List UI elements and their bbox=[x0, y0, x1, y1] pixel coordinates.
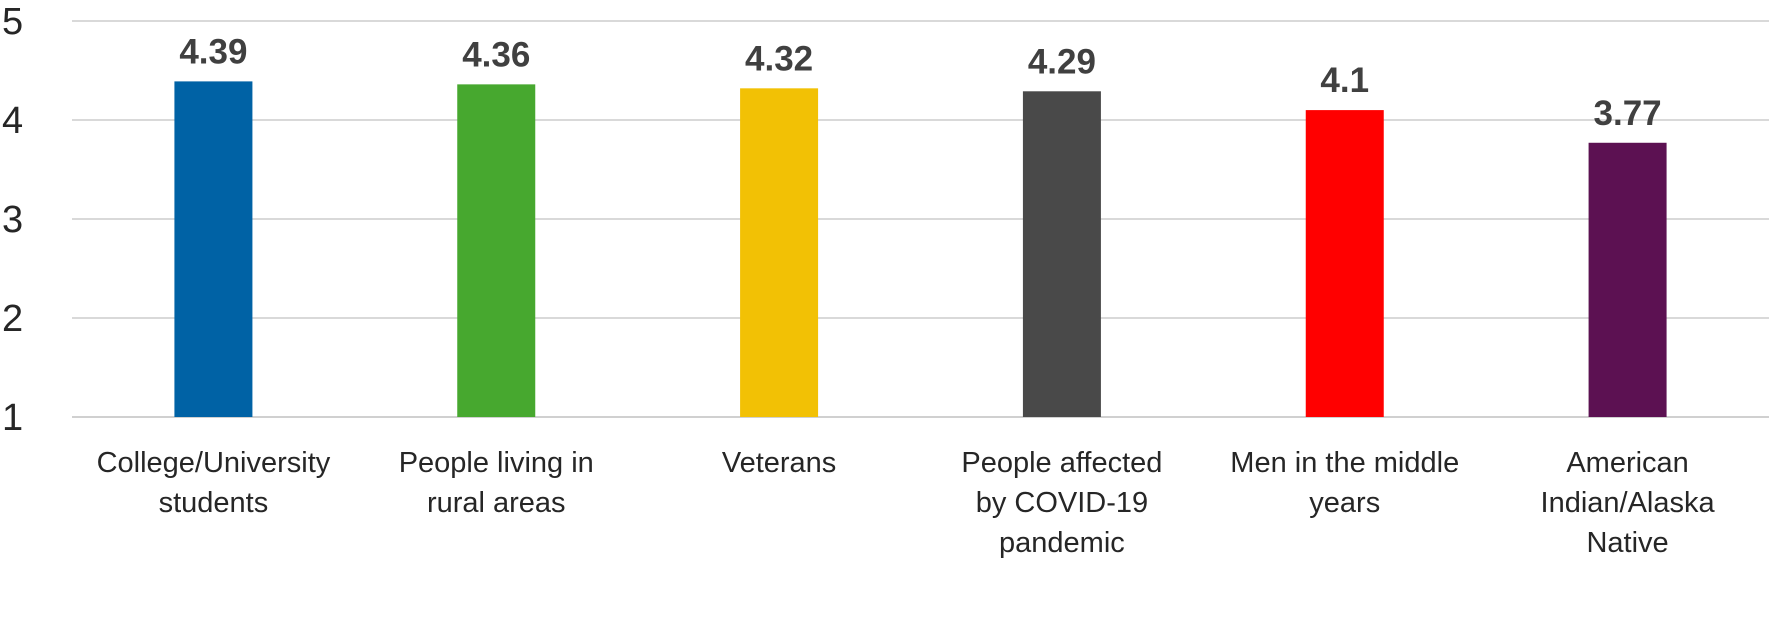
category-label-line: students bbox=[159, 487, 269, 519]
data-label-6: 3.77 bbox=[1594, 94, 1662, 133]
category-label-2: People living in rural areas bbox=[399, 447, 594, 519]
bar-6 bbox=[1588, 142, 1667, 417]
bar-1 bbox=[174, 81, 253, 417]
category-label-line: rural areas bbox=[427, 487, 566, 519]
data-label-2: 4.36 bbox=[462, 35, 530, 74]
category-label-line: Native bbox=[1586, 527, 1668, 559]
y-tick-label-2: 2 bbox=[2, 298, 23, 340]
bars bbox=[174, 81, 1667, 418]
gridlines bbox=[72, 20, 1769, 418]
data-label-1: 4.39 bbox=[179, 32, 247, 71]
y-tick-label-3: 3 bbox=[2, 199, 23, 241]
category-label-line: pandemic bbox=[999, 527, 1125, 559]
bar-5 bbox=[1305, 110, 1384, 417]
category-label-line: Indian/Alaska bbox=[1541, 487, 1716, 519]
category-label-line: years bbox=[1309, 487, 1380, 519]
data-label-5: 4.1 bbox=[1320, 61, 1369, 100]
bar-4 bbox=[1022, 91, 1101, 417]
y-tick-label-4: 4 bbox=[2, 100, 23, 142]
category-label-5: Men in the middle years bbox=[1230, 447, 1459, 519]
category-label-3: Veterans bbox=[722, 447, 836, 479]
y-tick-label-5: 5 bbox=[2, 1, 23, 43]
data-labels: 4.39 4.36 4.32 4.29 4.1 3.77 bbox=[179, 32, 1661, 132]
category-label-line: People living in bbox=[399, 447, 594, 479]
category-label-1: College/University students bbox=[97, 447, 331, 519]
y-tick-label-1: 1 bbox=[2, 397, 23, 439]
bar-3 bbox=[740, 88, 819, 417]
category-label-line: Veterans bbox=[722, 447, 836, 479]
category-label-line: American bbox=[1566, 447, 1689, 479]
y-axis-tick-labels: 1 2 3 4 5 bbox=[2, 1, 23, 439]
category-label-line: Men in the middle bbox=[1230, 447, 1459, 479]
category-label-line: College/University bbox=[97, 447, 331, 479]
category-label-line: People affected bbox=[961, 447, 1162, 479]
category-label-6: American Indian/Alaska Native bbox=[1541, 447, 1716, 559]
bar-2 bbox=[457, 84, 536, 418]
data-label-3: 4.32 bbox=[745, 39, 813, 78]
category-label-4: People affected by COVID-19 pandemic bbox=[961, 447, 1162, 559]
category-label-line: by COVID-19 bbox=[976, 487, 1148, 519]
data-label-4: 4.29 bbox=[1028, 42, 1096, 81]
x-axis-category-labels: College/University students People living … bbox=[97, 447, 1716, 559]
